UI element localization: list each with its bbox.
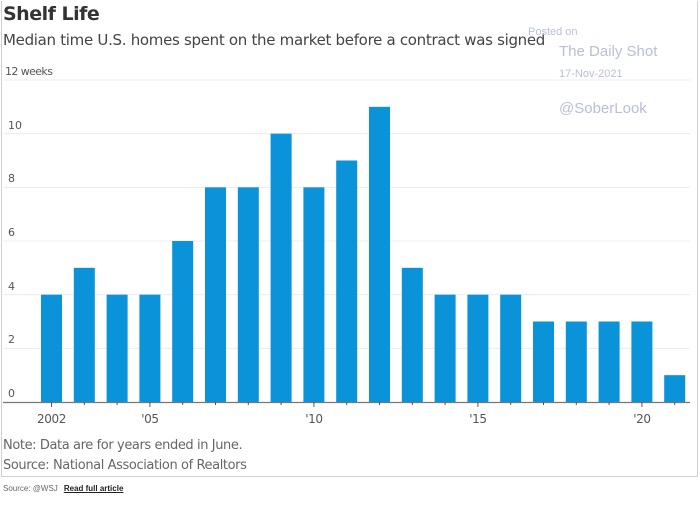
bar-2002 (41, 294, 62, 402)
footer: Source: @WSJ Read full article (3, 484, 123, 493)
bar-2014 (434, 294, 456, 402)
y-tick-label: 12 weeks (5, 65, 53, 78)
chart-title: Shelf Life (3, 3, 100, 25)
bar-2019 (598, 321, 620, 402)
y-tick-label: 10 (8, 118, 22, 132)
bar-2007 (205, 187, 226, 402)
bar-2011 (336, 160, 358, 402)
bar-2004 (106, 294, 128, 402)
chart-subtitle: Median time U.S. homes spent on the mark… (3, 31, 546, 49)
watermark-publisher: The Daily Shot (559, 43, 658, 60)
bar-2008 (237, 187, 259, 402)
bar-2016 (500, 294, 522, 402)
x-tick-label: '20 (633, 412, 651, 426)
bar-2003 (73, 267, 95, 402)
y-tick-label: 8 (8, 172, 15, 186)
read-full-article-link[interactable]: Read full article (63, 484, 124, 493)
bar-2012 (369, 106, 390, 402)
bar-2020 (631, 321, 653, 402)
chart-note: Note: Data are for years ended in June. (3, 438, 243, 453)
watermark-posted-on: Posted on (528, 26, 578, 38)
bar-2009 (270, 133, 292, 402)
footer-source: Source: @WSJ (3, 484, 58, 493)
chart-source: Source: National Association of Realtors (3, 458, 247, 473)
x-tick-label: 2002 (37, 412, 66, 426)
bar-2018 (565, 321, 587, 402)
watermark-date: 17-Nov-2021 (559, 68, 623, 80)
bar-2015 (467, 294, 489, 402)
x-tick-label: '05 (141, 412, 159, 426)
bar-2005 (139, 294, 161, 402)
bar-2006 (172, 241, 194, 402)
bar-2021 (664, 375, 686, 402)
y-tick-label: 4 (8, 279, 15, 293)
y-tick-label: 0 (8, 387, 15, 400)
y-tick-label: 2 (8, 333, 15, 347)
bar-2013 (401, 267, 423, 402)
bar-2010 (303, 187, 325, 402)
x-tick-label: '15 (469, 412, 487, 426)
watermark-handle: @SoberLook (559, 100, 647, 117)
x-tick-label: '10 (305, 412, 323, 426)
y-tick-label: 6 (8, 226, 15, 239)
bar-2017 (533, 321, 554, 402)
